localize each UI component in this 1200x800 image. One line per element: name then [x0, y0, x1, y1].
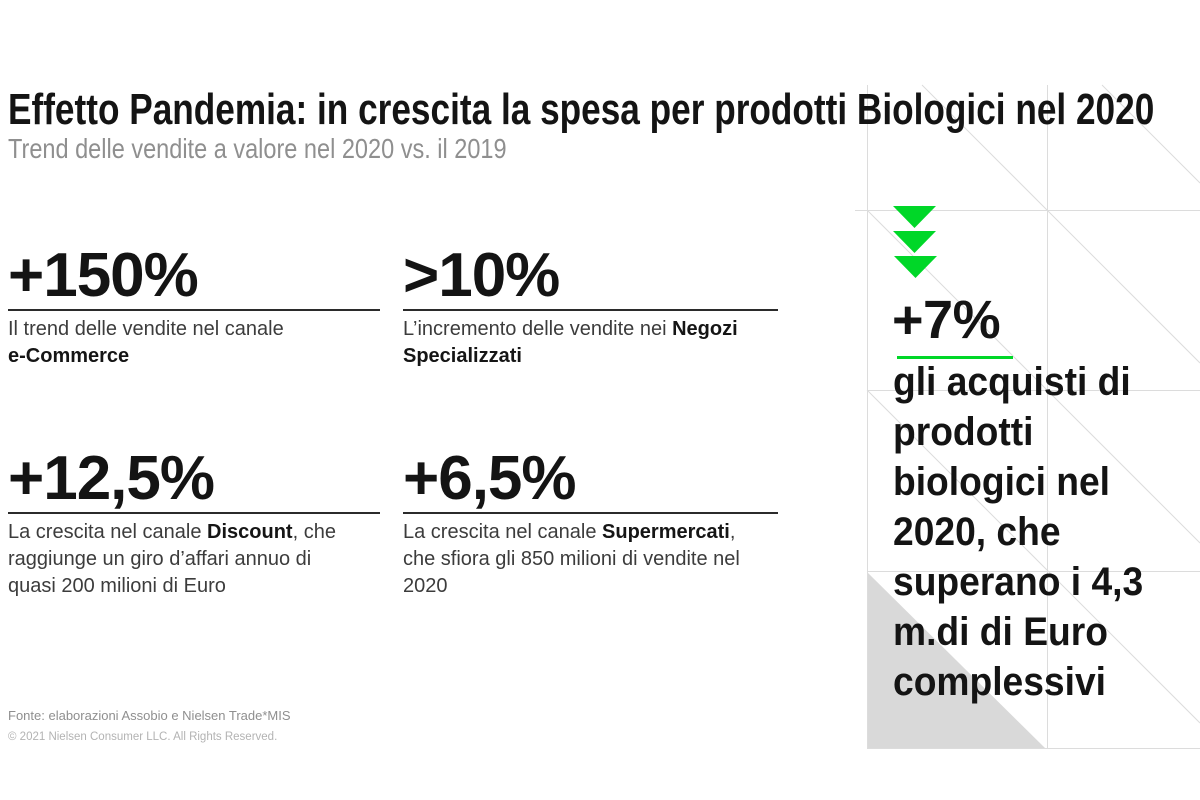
stat-card-supermercati: +6,5% La crescita nel canale Supermercat… [403, 448, 788, 600]
stat-rule [8, 309, 380, 311]
stat-description: L’incremento delle vendite nei Negozi Sp… [403, 318, 738, 367]
page-subtitle: Trend delle vendite a valore nel 2020 vs… [8, 133, 507, 164]
stat-rule [403, 512, 778, 514]
down-arrows-icon [893, 206, 937, 278]
stat-value: +6,5% [403, 444, 577, 513]
stat-description: Il trend delle vendite nel canale e-Comm… [8, 318, 284, 367]
down-arrow-triangle [894, 256, 937, 278]
highlight-underline [897, 356, 1013, 359]
stat-card-ecommerce: +150% Il trend delle vendite nel canale … [8, 245, 380, 370]
stat-value: +12,5% [8, 444, 215, 513]
stat-description: La crescita nel canale Supermercati, che… [403, 521, 740, 597]
footer-copyright: © 2021 Nielsen Consumer LLC. All Rights … [8, 731, 278, 743]
down-arrow-triangle [893, 206, 936, 228]
footer-source: Fonte: elaborazioni Assobio e Nielsen Tr… [8, 708, 291, 723]
highlight-value: +7% [892, 290, 1001, 350]
page-title: Effetto Pandemia: in crescita la spesa p… [8, 85, 1155, 134]
highlight-text: gli acquisti di prodotti biologici nel 2… [893, 360, 1144, 704]
stat-value: +150% [8, 241, 199, 310]
stat-value: >10% [403, 241, 560, 310]
stat-card-discount: +12,5% La crescita nel canale Discount, … [8, 448, 380, 600]
stat-rule [403, 309, 778, 311]
stat-rule [8, 512, 380, 514]
stat-description: La crescita nel canale Discount, che rag… [8, 521, 336, 597]
down-arrow-triangle [893, 231, 936, 253]
gray-corner-triangle [867, 572, 1045, 748]
stat-card-negozi-specializzati: >10% L’incremento delle vendite nei Nego… [403, 245, 788, 370]
